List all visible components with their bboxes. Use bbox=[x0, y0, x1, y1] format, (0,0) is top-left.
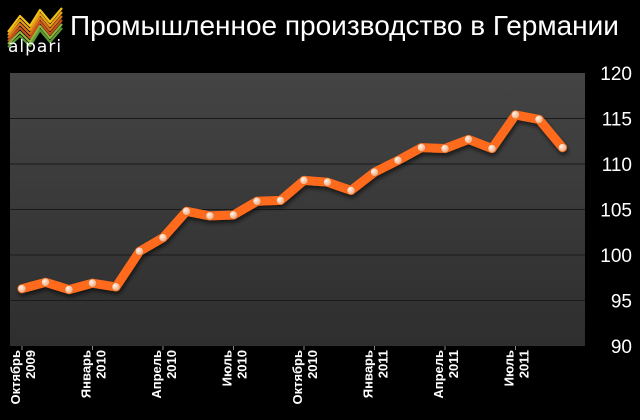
y-tick-label: 110 bbox=[602, 155, 632, 176]
data-point bbox=[299, 175, 309, 185]
x-tick-label: Январь 2010 bbox=[79, 350, 109, 398]
logo-wave-5 bbox=[7, 23, 63, 45]
data-point bbox=[487, 143, 497, 154]
data-point bbox=[181, 206, 192, 216]
data-point bbox=[416, 143, 427, 153]
data-point bbox=[346, 185, 356, 195]
x-tick-label-month: Апрель bbox=[149, 350, 164, 399]
data-point bbox=[463, 134, 474, 145]
y-tick-label: 100 bbox=[600, 246, 632, 267]
x-tick-label-year: 2010 bbox=[235, 350, 250, 379]
x-tick-label-year: 2011 bbox=[517, 350, 532, 378]
x-tick-label-year: 2009 bbox=[23, 350, 38, 379]
y-tick-label: 120 bbox=[600, 64, 632, 85]
data-point bbox=[228, 210, 239, 220]
data-point bbox=[158, 233, 168, 243]
data-point bbox=[369, 167, 380, 177]
logo-wave-1 bbox=[7, 7, 63, 33]
data-point bbox=[322, 177, 333, 187]
x-tick-label-month: Июль bbox=[220, 350, 235, 386]
y-tick-label: 95 bbox=[611, 292, 632, 313]
data-point bbox=[557, 143, 568, 153]
logo-wave-6 bbox=[7, 27, 63, 48]
logo-text: alpari bbox=[8, 37, 63, 57]
x-tick-label-year: 2010 bbox=[305, 350, 320, 379]
x-tick-label-month: Январь bbox=[79, 350, 94, 398]
x-tick-label: Июль 2011 bbox=[502, 350, 532, 386]
logo-wave-3 bbox=[7, 15, 63, 39]
x-tick-label: Июль 2010 bbox=[220, 350, 250, 386]
data-point bbox=[440, 143, 450, 154]
data-point bbox=[252, 196, 262, 206]
data-point bbox=[275, 195, 286, 205]
x-tick-label-month: Октябрь bbox=[290, 350, 305, 405]
x-tick-label: Апрель 2011 bbox=[431, 350, 461, 399]
logo-wave-4 bbox=[7, 19, 63, 42]
data-point bbox=[40, 277, 51, 287]
x-tick-label-year: 2011 bbox=[446, 350, 461, 378]
x-tick-label: Октябрь 2009 bbox=[8, 350, 38, 405]
x-tick-label: Апрель 2010 bbox=[149, 350, 179, 399]
logo-wave-2 bbox=[7, 11, 63, 36]
data-point bbox=[393, 155, 403, 165]
x-tick-label-month: Апрель bbox=[431, 350, 446, 399]
data-point bbox=[64, 284, 74, 295]
y-tick-label: 90 bbox=[611, 337, 632, 358]
x-tick-label: Январь 2011 bbox=[361, 350, 391, 398]
y-tick-label: 105 bbox=[600, 201, 632, 222]
data-point bbox=[510, 110, 521, 120]
data-point bbox=[17, 284, 27, 294]
x-tick-label-year: 2010 bbox=[164, 350, 179, 379]
data-point bbox=[205, 211, 215, 221]
y-tick-label: 115 bbox=[602, 110, 632, 131]
x-tick-label-month: Июль bbox=[502, 350, 517, 386]
x-tick-label-year: 2011 bbox=[376, 350, 391, 378]
alpari-logo bbox=[7, 7, 63, 48]
data-point bbox=[134, 246, 145, 256]
chart-title: Промышленное производство в Германии bbox=[70, 10, 619, 41]
data-point bbox=[87, 278, 98, 288]
x-tick-label-month: Январь bbox=[361, 350, 376, 398]
data-point bbox=[534, 114, 544, 125]
x-tick-label-month: Октябрь bbox=[8, 350, 23, 405]
x-tick-label: Октябрь 2010 bbox=[290, 350, 320, 405]
x-tick-label-year: 2010 bbox=[94, 350, 109, 379]
data-point bbox=[111, 282, 121, 292]
